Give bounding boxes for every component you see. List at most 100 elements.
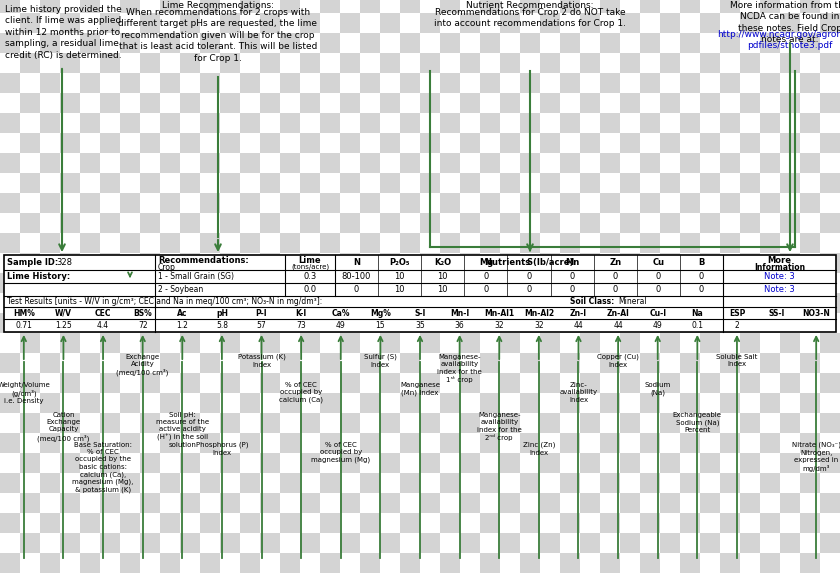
- Bar: [240, 373, 260, 393]
- Bar: [580, 113, 600, 133]
- Bar: [0, 213, 20, 233]
- Bar: [120, 333, 140, 353]
- Bar: [820, 513, 840, 533]
- Bar: [120, 13, 140, 33]
- Bar: [400, 373, 420, 393]
- Bar: [700, 133, 720, 153]
- Text: 49: 49: [336, 321, 345, 330]
- Bar: [380, 433, 400, 453]
- Bar: [800, 393, 820, 413]
- Text: 0: 0: [483, 285, 489, 294]
- Bar: [600, 273, 620, 293]
- Bar: [700, 413, 720, 433]
- Bar: [620, 453, 640, 473]
- Bar: [500, 153, 520, 173]
- Bar: [360, 353, 380, 373]
- Bar: [660, 513, 680, 533]
- Bar: [800, 33, 820, 53]
- Bar: [240, 273, 260, 293]
- Bar: [540, 0, 560, 13]
- Bar: [720, 373, 740, 393]
- Bar: [720, 213, 740, 233]
- Bar: [20, 293, 40, 313]
- Bar: [520, 333, 540, 353]
- Bar: [260, 233, 280, 253]
- Bar: [240, 33, 260, 53]
- Bar: [200, 73, 220, 93]
- Bar: [60, 493, 80, 513]
- Bar: [260, 53, 280, 73]
- Bar: [460, 93, 480, 113]
- Bar: [460, 353, 480, 373]
- Bar: [740, 173, 760, 193]
- Bar: [180, 193, 200, 213]
- Text: Zinc-
availability
Index: Zinc- availability Index: [559, 382, 597, 402]
- Bar: [340, 253, 360, 273]
- Bar: [100, 113, 120, 133]
- Bar: [580, 233, 600, 253]
- Bar: [100, 313, 120, 333]
- Bar: [600, 373, 620, 393]
- Text: K₂O: K₂O: [434, 258, 451, 267]
- Bar: [80, 453, 100, 473]
- Bar: [680, 553, 700, 573]
- Bar: [440, 433, 460, 453]
- Bar: [160, 213, 180, 233]
- Bar: [300, 493, 320, 513]
- Bar: [640, 393, 660, 413]
- Bar: [120, 273, 140, 293]
- Bar: [160, 453, 180, 473]
- Bar: [480, 13, 500, 33]
- Bar: [560, 553, 580, 573]
- Text: 0: 0: [354, 285, 360, 294]
- Bar: [700, 93, 720, 113]
- Bar: [180, 373, 200, 393]
- Bar: [220, 353, 240, 373]
- Text: Recommendations:: Recommendations:: [158, 256, 249, 265]
- Bar: [300, 293, 320, 313]
- Bar: [380, 313, 400, 333]
- Bar: [480, 173, 500, 193]
- Bar: [0, 193, 20, 213]
- Bar: [220, 0, 240, 13]
- Bar: [20, 33, 40, 53]
- Bar: [520, 433, 540, 453]
- Bar: [400, 433, 420, 453]
- Bar: [320, 53, 340, 73]
- Bar: [100, 133, 120, 153]
- Bar: [200, 313, 220, 333]
- Bar: [280, 233, 300, 253]
- Bar: [540, 33, 560, 53]
- Bar: [700, 473, 720, 493]
- Bar: [700, 33, 720, 53]
- Bar: [540, 393, 560, 413]
- Bar: [500, 33, 520, 53]
- Bar: [420, 473, 440, 493]
- Bar: [620, 93, 640, 113]
- Bar: [820, 133, 840, 153]
- Bar: [300, 93, 320, 113]
- Text: Sodium
(Na): Sodium (Na): [644, 382, 671, 396]
- Bar: [40, 213, 60, 233]
- Bar: [720, 193, 740, 213]
- Bar: [740, 493, 760, 513]
- Bar: [100, 373, 120, 393]
- Bar: [320, 553, 340, 573]
- Bar: [240, 473, 260, 493]
- Bar: [240, 213, 260, 233]
- Bar: [220, 273, 240, 293]
- Bar: [240, 233, 260, 253]
- Bar: [0, 53, 20, 73]
- Text: 5.8: 5.8: [216, 321, 228, 330]
- Bar: [740, 233, 760, 253]
- Bar: [820, 193, 840, 213]
- Bar: [720, 33, 740, 53]
- Bar: [700, 453, 720, 473]
- Text: Lime: Lime: [299, 256, 322, 265]
- Bar: [240, 73, 260, 93]
- Bar: [340, 193, 360, 213]
- Bar: [740, 313, 760, 333]
- Bar: [740, 113, 760, 133]
- Bar: [800, 153, 820, 173]
- Bar: [700, 113, 720, 133]
